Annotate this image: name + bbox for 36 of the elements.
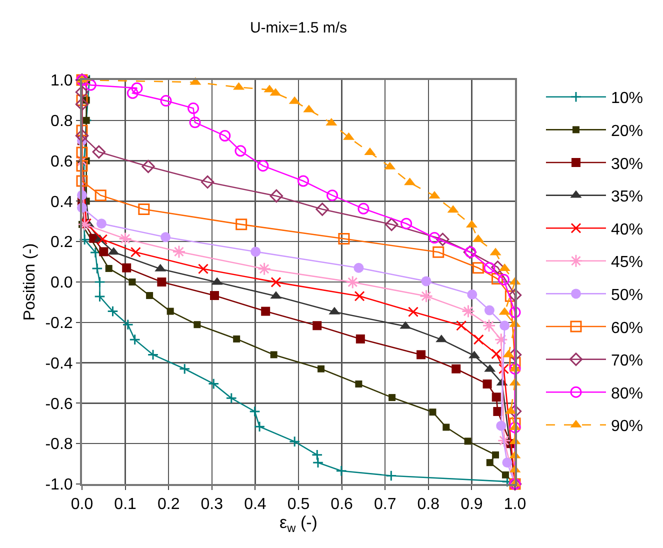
y-tick-label: 0.6 [50,153,73,170]
y-axis-title: Position (-) [22,243,39,321]
x-tick-label: 0.5 [287,496,310,514]
y-tick-label: -0.6 [45,396,73,413]
legend-label: 10% [610,90,644,108]
y-tick-label: 0.2 [50,234,73,252]
y-tick-label: 0.8 [50,113,73,130]
x-tick-label: 0.9 [460,496,483,514]
y-tick-label: -0.2 [45,315,73,332]
legend-label: 40% [610,221,644,238]
legend-label: 30% [610,156,644,173]
chart-title: U-mix=1.5 m/s [250,19,348,36]
x-tick-label: 0.3 [200,496,224,514]
x-tick-label: 0.1 [114,496,137,514]
x-axis-title: ε$_{w}$ (-) [280,513,318,535]
y-tick-label: 1.0 [50,72,73,90]
legend-label: 70% [610,352,644,370]
legend-label: 60% [610,320,644,337]
legend-label: 35% [610,188,644,206]
x-tick-label: 1.0 [504,496,526,514]
legend-label: 50% [610,286,644,304]
y-tick-label: -0.8 [45,436,73,454]
y-tick-label: 0.0 [50,274,73,292]
x-tick-label: 0.0 [70,496,94,514]
y-tick-label: -1.0 [45,476,73,494]
x-tick-label: 0.4 [244,496,266,514]
y-tick-label: -0.4 [45,355,73,372]
legend-label: 80% [610,385,644,402]
legend-label: 20% [610,122,644,140]
legend-label: 90% [610,418,644,436]
x-tick-label: 0.2 [157,496,180,514]
legend-label: 45% [610,254,644,272]
x-tick-label: 0.7 [374,496,396,514]
x-tick-label: 0.6 [330,496,354,514]
x-tick-label: 0.8 [417,496,440,514]
y-tick-label: 0.4 [50,194,73,211]
